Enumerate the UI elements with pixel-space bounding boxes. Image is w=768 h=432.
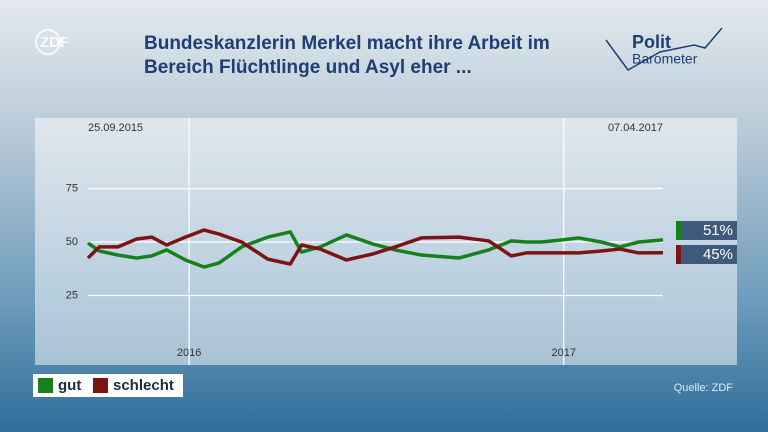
end-label-box <box>676 221 737 240</box>
end-date: 07.04.2017 <box>608 122 663 134</box>
brand: Barometer <box>632 51 698 67</box>
brand: Polit <box>632 32 671 52</box>
logo: ZDF <box>40 34 69 51</box>
end-label-marker <box>676 245 681 264</box>
y-tick-label: 75 <box>66 182 78 194</box>
y-tick-label: 25 <box>66 289 78 301</box>
line-series <box>86 228 664 266</box>
end-label: 45% <box>703 246 733 263</box>
source: Quelle: ZDF <box>674 382 734 394</box>
line-series <box>86 230 664 269</box>
x-tick-label: 2016 <box>177 347 201 359</box>
legend-swatch <box>93 378 108 393</box>
end-label: 51% <box>703 222 733 239</box>
y-tick-label: 50 <box>66 236 78 248</box>
end-label-marker <box>676 221 681 240</box>
legend-label: schlecht <box>113 377 174 394</box>
title-line: Bereich Flüchtlinge und Asyl eher ... <box>144 57 472 78</box>
logo-ring <box>35 29 61 55</box>
title-line: Bundeskanzlerin Merkel macht ihre Arbeit… <box>144 33 550 54</box>
x-tick-label: 2017 <box>551 347 575 359</box>
legend-swatch <box>38 378 53 393</box>
start-date: 25.09.2015 <box>88 122 143 134</box>
brand-zigzag <box>605 27 723 71</box>
end-label-box <box>676 245 737 264</box>
legend-label: gut <box>58 377 81 394</box>
